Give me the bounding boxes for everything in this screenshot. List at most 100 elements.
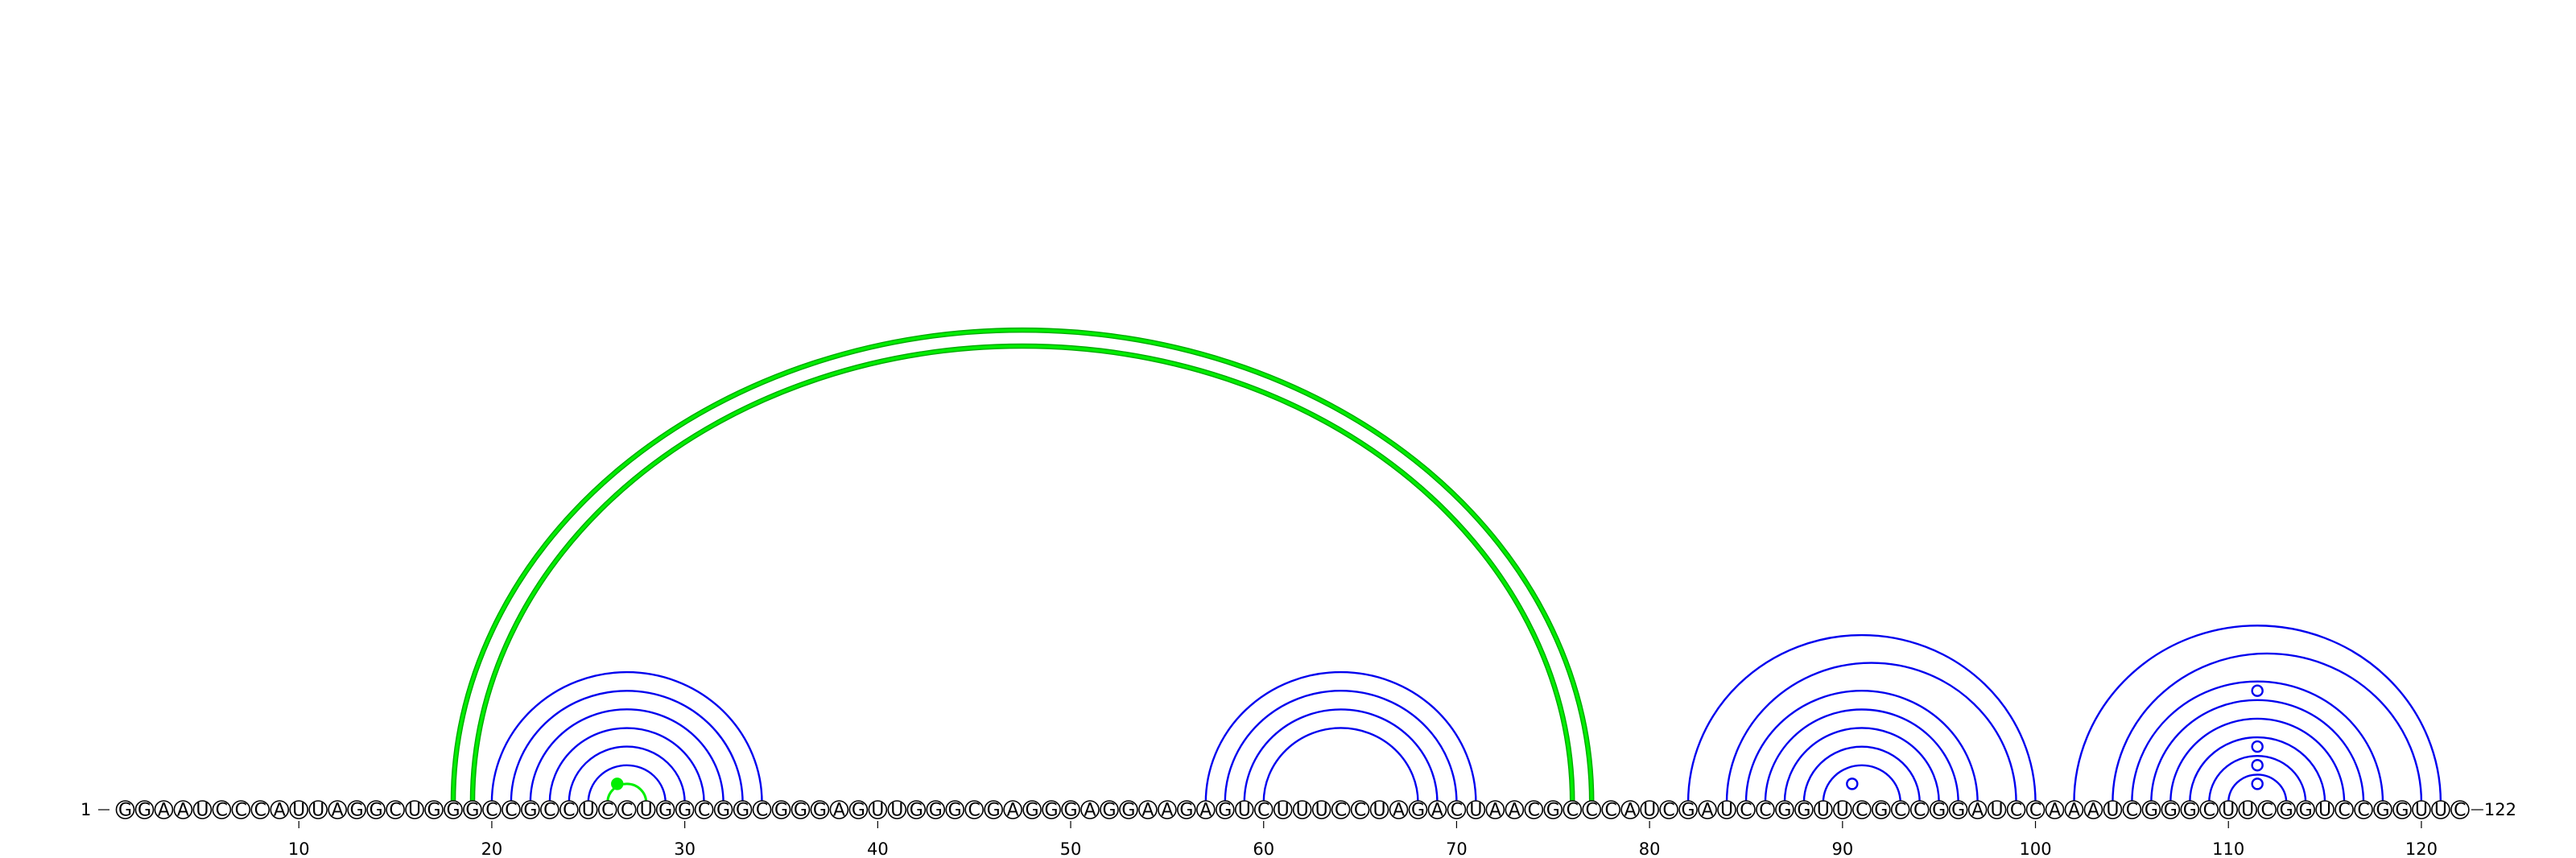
nucleotide-circle bbox=[231, 800, 251, 819]
nucleotide-letter: G bbox=[736, 801, 749, 821]
nucleotide: C bbox=[231, 800, 251, 821]
nucleotide: G bbox=[1775, 800, 1794, 821]
nucleotide: C bbox=[597, 800, 617, 821]
tick-label: 30 bbox=[674, 839, 696, 858]
nucleotide: U bbox=[2219, 800, 2239, 821]
nucleotide-letter: C bbox=[254, 801, 266, 821]
nucleotide-letter: C bbox=[1354, 801, 1366, 821]
nucleotide: U bbox=[2238, 800, 2257, 821]
nucleotide-circle bbox=[752, 800, 772, 819]
nucleotide: C bbox=[617, 800, 637, 821]
nucleotide: G bbox=[1543, 800, 1563, 821]
nucleotide: A bbox=[1138, 800, 1158, 821]
nucleotide: U bbox=[308, 800, 328, 821]
nucleotide-circle bbox=[1447, 800, 1467, 819]
nucleotide-letter: U bbox=[2222, 801, 2235, 821]
nucleotide: U bbox=[1717, 800, 1736, 821]
nucleotide-letter: C bbox=[1894, 801, 1906, 821]
nucleotide-circle bbox=[328, 800, 347, 819]
pseudoknot-arc bbox=[452, 328, 1594, 803]
nucleotide-letter: C bbox=[2010, 801, 2022, 821]
nucleotide-circle bbox=[1871, 800, 1891, 819]
nucleotide-circle bbox=[1833, 800, 1852, 819]
nucleotide: C bbox=[559, 800, 579, 821]
nucleotide-circle bbox=[1505, 800, 1525, 819]
nucleotide-letter: G bbox=[813, 801, 827, 821]
nucleotide-circle bbox=[2315, 800, 2334, 819]
nucleotide-letter: A bbox=[2068, 801, 2080, 821]
nucleotide-letter: C bbox=[1759, 801, 1771, 821]
nucleotide: C bbox=[1909, 800, 1930, 821]
nucleotide-letter: C bbox=[1913, 801, 1926, 821]
nucleotide-letter: G bbox=[2164, 801, 2178, 821]
nucleotide: G bbox=[1929, 800, 1949, 821]
pseudoknot-arc bbox=[471, 344, 1575, 803]
nucleotide: G bbox=[1022, 800, 1042, 821]
nucleotide-circle bbox=[1408, 800, 1428, 819]
nucleotide: A bbox=[1389, 800, 1409, 821]
nucleotide-circle bbox=[1331, 800, 1351, 819]
nucleotide: G bbox=[1061, 800, 1080, 821]
nucleotide: U bbox=[1466, 800, 1486, 821]
nucleotide-circle bbox=[405, 800, 424, 819]
nucleotide-circle bbox=[173, 800, 193, 819]
nucleotide: C bbox=[1756, 800, 1775, 821]
nucleotide-letter: G bbox=[1411, 801, 1425, 821]
nucleotide-letter: C bbox=[216, 801, 228, 821]
nucleotide-letter: A bbox=[1624, 801, 1637, 821]
nucleotide: A bbox=[1967, 800, 1988, 821]
tick-label: 60 bbox=[1253, 839, 1274, 858]
nucleotide: C bbox=[1447, 800, 1467, 821]
nucleotide: C bbox=[752, 800, 772, 821]
nucleotide: G bbox=[2277, 800, 2296, 821]
position-axis: 10 20 30 40 50 60 70 80 90 100 110 120 bbox=[288, 821, 2438, 858]
nucleotide-circle bbox=[1234, 800, 1254, 819]
base-pair-arc bbox=[2131, 680, 2384, 803]
nucleotide-circle bbox=[444, 800, 463, 819]
nucleotide-circle bbox=[829, 800, 849, 819]
nucleotide-circle bbox=[2141, 800, 2161, 819]
tick-label: 110 bbox=[2212, 839, 2244, 858]
nucleotide-letter: G bbox=[1063, 801, 1077, 821]
nucleotide-circle bbox=[2219, 800, 2239, 819]
nucleotide: C bbox=[1852, 800, 1872, 821]
nucleotide: U bbox=[1833, 800, 1852, 821]
tick-label: 40 bbox=[867, 839, 889, 858]
nucleotide-letter: G bbox=[427, 801, 440, 821]
nucleotide: A bbox=[154, 800, 174, 821]
nucleotide-circle bbox=[810, 800, 830, 819]
nucleotide-circle bbox=[578, 800, 598, 819]
nucleotide: G bbox=[810, 800, 830, 821]
nucleotide-circle bbox=[2064, 800, 2084, 819]
nucleotide: C bbox=[2450, 800, 2470, 821]
nucleotide-circle bbox=[2354, 800, 2373, 819]
nucleotide-circle bbox=[2161, 800, 2181, 819]
nucleotide-circle bbox=[1794, 800, 1814, 819]
nucleotide-circle bbox=[1543, 800, 1563, 819]
nucleotide-letter: U bbox=[408, 801, 421, 821]
nucleotide: G bbox=[906, 800, 927, 821]
base-pair-arc bbox=[1764, 708, 1959, 803]
tick-label: 100 bbox=[2019, 839, 2051, 858]
nucleotide-circle bbox=[906, 800, 927, 819]
nucleotide: G bbox=[2180, 800, 2200, 821]
nucleotide: G bbox=[984, 800, 1003, 821]
nucleotide-letter: G bbox=[1874, 801, 1888, 821]
nucleotide-letter: C bbox=[756, 801, 768, 821]
nucleotide: C bbox=[482, 800, 502, 821]
nucleotide-letter: C bbox=[563, 801, 575, 821]
nucleotide-circle bbox=[2103, 800, 2123, 819]
nucleotide-circle bbox=[424, 800, 444, 819]
nucleotide-circle bbox=[1427, 800, 1447, 819]
base-pair-arc bbox=[529, 708, 724, 803]
nucleotide-letter: C bbox=[2126, 801, 2138, 821]
nucleotide: A bbox=[1698, 800, 1717, 821]
nucleotide: C bbox=[1890, 800, 1910, 821]
nucleotide: G bbox=[521, 800, 540, 821]
nucleotide: U bbox=[578, 800, 598, 821]
nucleotide-circle bbox=[2180, 800, 2200, 819]
base-pair-arc bbox=[1725, 662, 2017, 803]
nucleotide-circle bbox=[1563, 800, 1583, 819]
nucleotide-circle bbox=[1369, 800, 1389, 819]
